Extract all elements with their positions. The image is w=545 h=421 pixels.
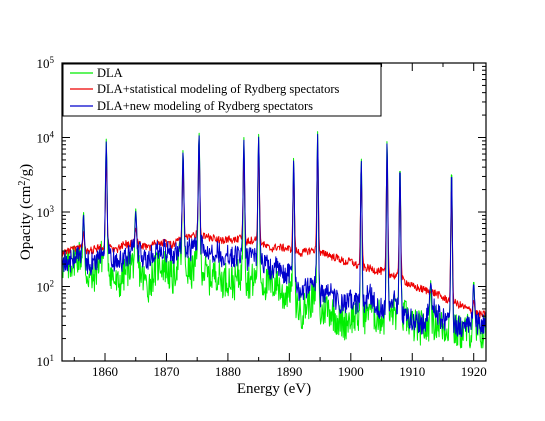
x-tick-label: 1900	[338, 364, 364, 379]
y-tick-label: 103	[37, 204, 55, 220]
x-axis-title: Energy (eV)	[237, 381, 311, 397]
series-line-2	[61, 133, 487, 337]
x-axis: 1860 1870 1880 1890 1900 1910 1920	[73, 63, 487, 379]
y-tick-label: 104	[37, 130, 55, 146]
legend-item-dla: DLA	[70, 66, 123, 80]
x-tick-label: 1870	[153, 364, 179, 379]
legend-box	[62, 63, 382, 117]
legend-label-dla: DLA	[97, 66, 123, 80]
y-axis: 101 102 103 104 105	[37, 55, 486, 369]
legend-item-new: DLA+new modeling of Rydberg spectators	[70, 99, 313, 113]
legend: DLA DLA+statistical modeling of Rydberg …	[62, 63, 382, 117]
series-lines	[61, 131, 487, 349]
legend-label-new: DLA+new modeling of Rydberg spectators	[97, 99, 313, 113]
series-line-0	[61, 131, 487, 349]
y-axis-title: Opacity (cm2/g)	[17, 164, 35, 260]
x-tick-label: 1880	[215, 364, 241, 379]
y-tick-label: 105	[37, 55, 55, 71]
x-tick-label: 1920	[461, 364, 487, 379]
legend-label-statistical: DLA+statistical modeling of Rydberg spec…	[97, 82, 340, 96]
legend-item-statistical: DLA+statistical modeling of Rydberg spec…	[70, 82, 340, 96]
x-tick-label: 1910	[399, 364, 425, 379]
y-axis-title-exp: 2	[17, 181, 28, 186]
y-axis-title-tail: /g)	[18, 164, 34, 181]
y-tick-label: 102	[37, 279, 55, 295]
x-tick-label: 1860	[92, 364, 118, 379]
x-tick-label: 1890	[276, 364, 302, 379]
y-axis-title-main: Opacity (cm	[18, 185, 34, 260]
y-tick-label: 101	[37, 353, 55, 369]
